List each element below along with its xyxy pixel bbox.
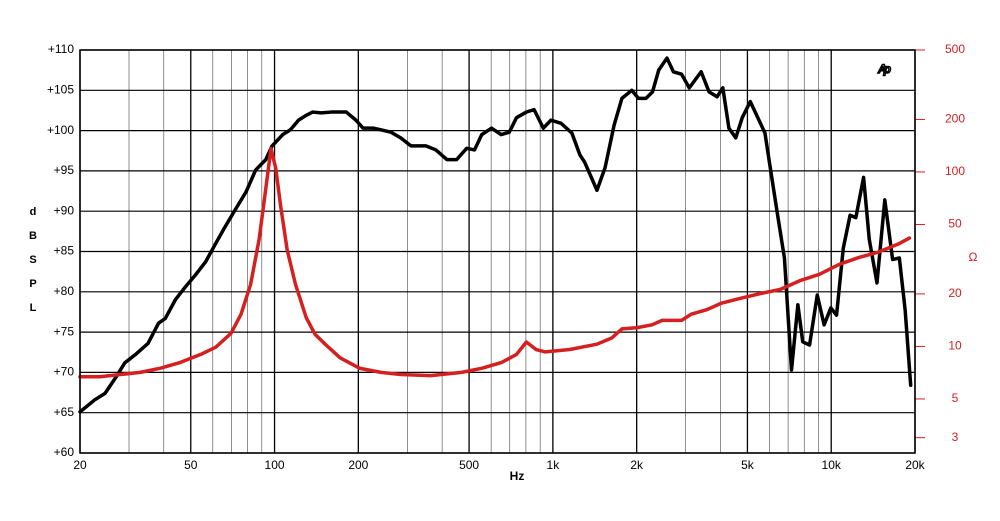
x-tick-label: 20 bbox=[73, 458, 87, 472]
y-tick-label: +110 bbox=[48, 42, 74, 56]
y2-tick-label: 3 bbox=[952, 430, 959, 444]
curve bbox=[78, 56, 913, 414]
y-tick-label: +100 bbox=[47, 123, 74, 137]
y2-tick-label: 20 bbox=[948, 286, 962, 300]
y-tick-label: +70 bbox=[54, 365, 75, 379]
x-axis-label: Hz bbox=[510, 469, 525, 483]
y-tick-label: +85 bbox=[54, 244, 75, 258]
x-tick-label: 2k bbox=[630, 458, 644, 472]
y-tick-label: +95 bbox=[54, 163, 75, 177]
y2-tick-label: 10 bbox=[948, 339, 962, 353]
y2-axis-label: Ω bbox=[969, 250, 978, 264]
y-tick-label: +65 bbox=[54, 405, 75, 419]
y2-tick-label: 5 bbox=[952, 391, 959, 405]
plot-frame bbox=[79, 49, 916, 454]
y2-tick-label: 500 bbox=[945, 42, 965, 56]
curve bbox=[78, 146, 912, 379]
y2-tick-label: 50 bbox=[948, 217, 962, 231]
x-tick-label: 200 bbox=[348, 458, 368, 472]
y2-tick-label: 100 bbox=[945, 164, 965, 178]
x-tick-label: 100 bbox=[265, 458, 285, 472]
x-tick-label: 10k bbox=[822, 458, 842, 472]
y-tick-label: +60 bbox=[54, 445, 75, 459]
x-tick-label: 50 bbox=[184, 458, 198, 472]
y-axis-label: dB SPL bbox=[29, 206, 41, 314]
x-tick-label: 5k bbox=[741, 458, 755, 472]
curves bbox=[78, 56, 913, 414]
y2-tick-label: 200 bbox=[945, 112, 965, 126]
y-tick-label: +80 bbox=[54, 284, 75, 298]
x-tick-label: 20k bbox=[905, 458, 925, 472]
y-tick-label: +90 bbox=[54, 203, 75, 217]
x-tick-label: 500 bbox=[459, 458, 479, 472]
logo: Ap bbox=[877, 62, 891, 76]
grid bbox=[79, 49, 925, 454]
x-tick-label: 1k bbox=[547, 458, 561, 472]
y-tick-label: +105 bbox=[47, 82, 74, 96]
y-tick-label: +75 bbox=[54, 324, 75, 338]
